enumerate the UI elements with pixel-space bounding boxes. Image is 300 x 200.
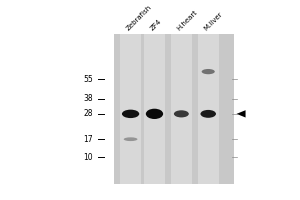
Polygon shape — [237, 110, 246, 118]
Bar — [144, 34, 165, 184]
Text: H.heart: H.heart — [176, 10, 198, 32]
Text: ZF4: ZF4 — [149, 19, 162, 32]
Bar — [114, 34, 234, 184]
Ellipse shape — [200, 110, 216, 118]
Ellipse shape — [146, 109, 163, 119]
Text: 55: 55 — [83, 75, 93, 84]
Ellipse shape — [124, 137, 137, 141]
Text: 17: 17 — [84, 135, 93, 144]
Ellipse shape — [122, 110, 139, 118]
Ellipse shape — [174, 110, 189, 117]
Text: 38: 38 — [84, 94, 93, 103]
Text: M.liver: M.liver — [202, 11, 224, 32]
Text: Zebrafish: Zebrafish — [125, 4, 153, 32]
Ellipse shape — [202, 69, 215, 74]
Text: 10: 10 — [84, 153, 93, 162]
Bar — [171, 34, 192, 184]
Bar — [198, 34, 219, 184]
Bar — [120, 34, 141, 184]
Text: 28: 28 — [84, 109, 93, 118]
